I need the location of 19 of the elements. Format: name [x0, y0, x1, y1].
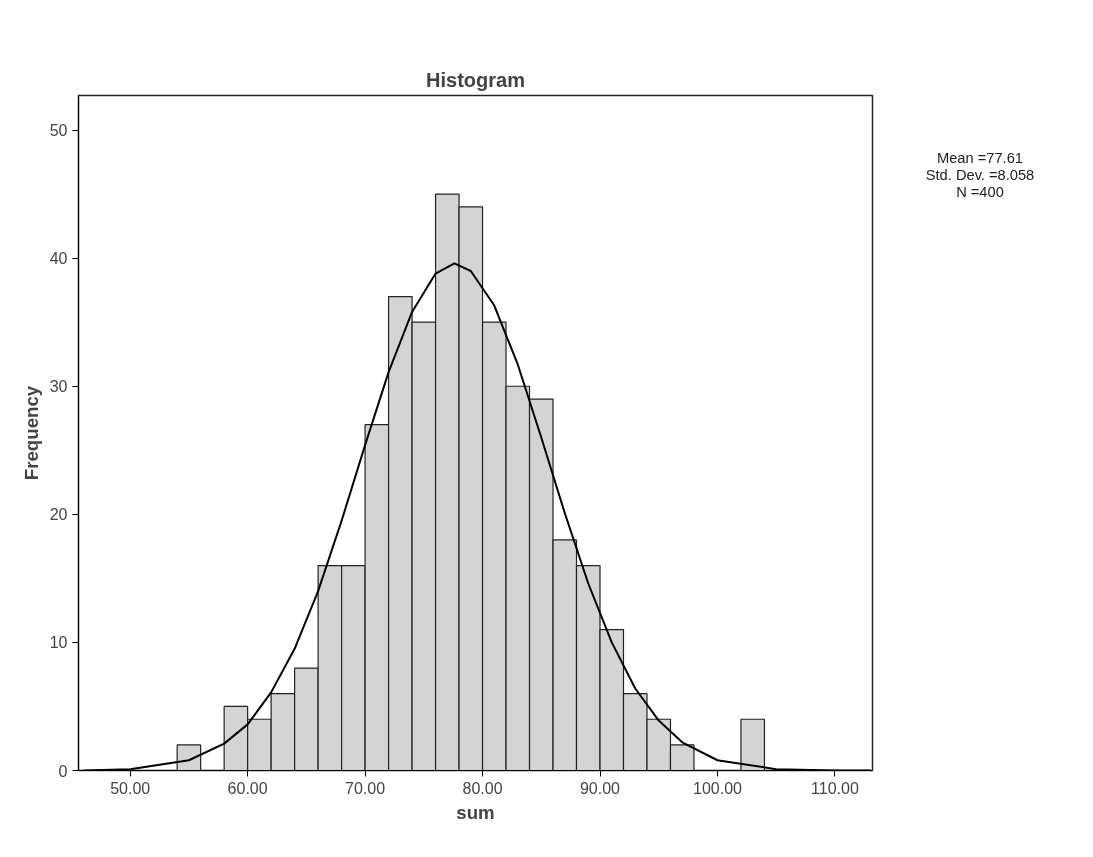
y-tick-label: 10 [49, 634, 68, 652]
x-tick-label: 90.00 [579, 779, 621, 797]
text: Mean =77.61 [937, 150, 1023, 167]
x-tick-label: 110.00 [811, 779, 859, 797]
x-axis-title: sum [456, 801, 495, 823]
x-tick-label: 50.00 [110, 779, 151, 797]
y-tick-label: 30 [49, 378, 68, 396]
x-tick-label: 100.00 [692, 779, 743, 797]
y-tick-label: 0 [58, 762, 68, 780]
text: N =400 [956, 184, 1004, 201]
x-tick-label: 70.00 [345, 779, 386, 797]
text: Std. Dev. =8.058 [925, 167, 1035, 184]
chart-title: Histogram [426, 68, 525, 91]
x-tick-label: 60.00 [227, 779, 268, 797]
y-axis-title: Frequency [20, 385, 42, 481]
y-tick-label: 40 [49, 250, 68, 268]
y-tick-label: 20 [49, 506, 68, 524]
x-tick-label: 80.00 [462, 779, 503, 797]
y-tick-label: 50 [49, 122, 68, 140]
